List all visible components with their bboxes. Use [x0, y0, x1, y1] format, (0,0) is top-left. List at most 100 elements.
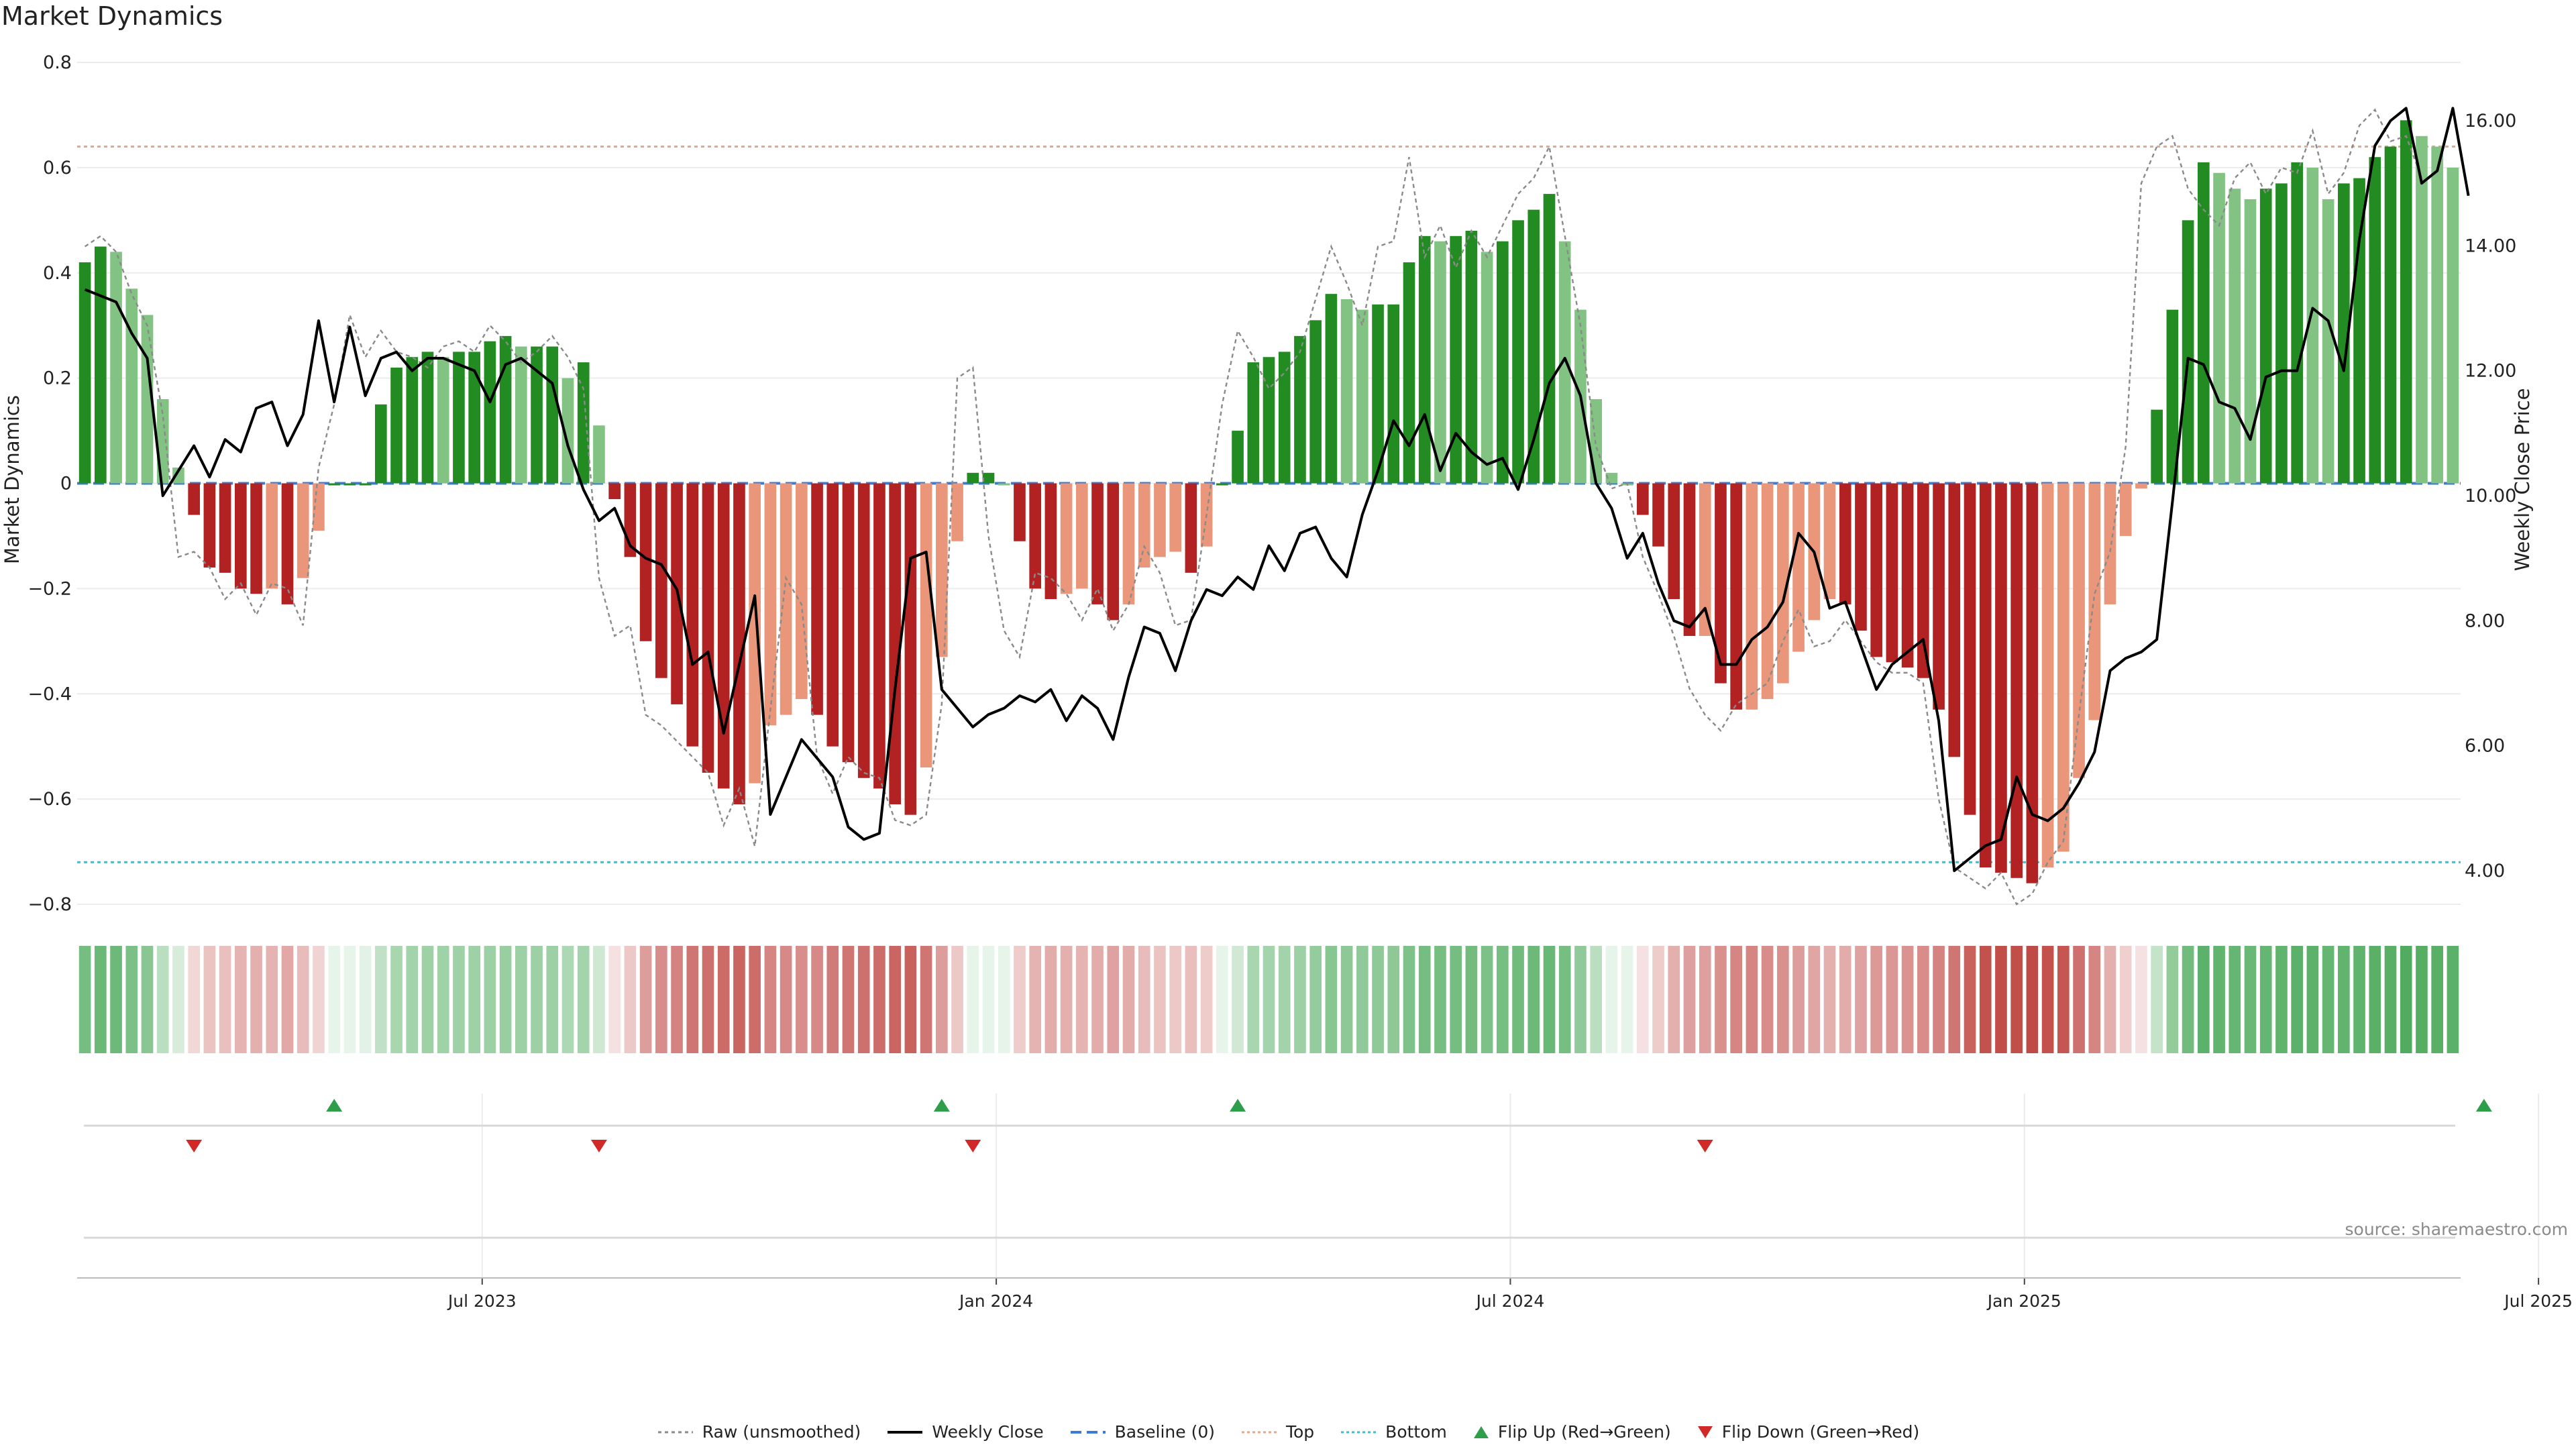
momentum-bar [1558, 241, 1571, 484]
momentum-bar [1091, 483, 1104, 604]
legend-item-weekly-close: Weekly Close [886, 1422, 1044, 1442]
strength-cell [811, 946, 823, 1053]
momentum-bar [749, 483, 761, 784]
momentum-bar [1668, 483, 1680, 600]
momentum-bar [2119, 483, 2132, 536]
strength-cell [1122, 946, 1135, 1053]
strength-cell [95, 946, 107, 1053]
momentum-bar [421, 352, 434, 484]
strength-cell [967, 946, 979, 1053]
y-tick-label: 0 [60, 474, 72, 494]
momentum-bar [110, 252, 122, 484]
strength-cell [1995, 946, 2007, 1053]
momentum-bar [406, 357, 419, 484]
momentum-bar [1543, 194, 1556, 484]
momentum-bar [655, 483, 667, 678]
strength-cell [873, 946, 885, 1053]
momentum-bar [2431, 146, 2443, 484]
strength-cell [188, 946, 200, 1053]
momentum-bar [686, 483, 699, 747]
strength-cell [733, 946, 745, 1053]
momentum-bar [733, 483, 745, 804]
momentum-bar [796, 483, 808, 700]
momentum-bar [951, 483, 963, 541]
flip-up-marker [326, 1099, 343, 1112]
momentum-bar [1637, 483, 1649, 515]
strength-cell [281, 946, 294, 1053]
chart-title: Market Dynamics [1, 1, 223, 31]
momentum-bar [1434, 241, 1446, 484]
strength-cell [468, 946, 480, 1053]
strength-cell [2338, 946, 2350, 1053]
momentum-bar [2338, 183, 2350, 484]
strength-cell [1418, 946, 1431, 1053]
momentum-bar [1497, 241, 1509, 484]
momentum-bar [78, 262, 91, 484]
strength-cell [1870, 946, 1882, 1053]
weekly-close-line [84, 107, 2470, 872]
y-tick-label: −0.2 [28, 578, 72, 599]
strength-cell [1886, 946, 1898, 1053]
legend-item-flip-down: Flip Down (Green→Red) [1697, 1422, 1919, 1442]
strength-cell [1372, 946, 1384, 1053]
strength-cell [1527, 946, 1540, 1053]
x-tick-label: Jul 2025 [2503, 1291, 2573, 1311]
strength-cell [1668, 946, 1680, 1053]
strength-cell [2400, 946, 2412, 1053]
strength-cell [749, 946, 761, 1053]
strength-cell [2041, 946, 2054, 1053]
legend-item-bottom: Bottom [1340, 1422, 1447, 1442]
y-tick-label: 0.4 [43, 263, 72, 284]
momentum-bar [2073, 483, 2085, 778]
momentum-bar [2306, 167, 2319, 484]
momentum-bar [546, 346, 559, 484]
momentum-bar [1683, 483, 1696, 636]
strength-cell [826, 946, 839, 1053]
strength-cell [390, 946, 402, 1053]
strength-cell [546, 946, 559, 1053]
flip-down-marker [186, 1140, 203, 1152]
y-tick-label: −0.6 [28, 789, 72, 810]
momentum-bar [1107, 483, 1120, 621]
momentum-bar [515, 346, 527, 484]
momentum-bar [1294, 335, 1306, 484]
y-tick-label: −0.8 [28, 894, 72, 915]
momentum-bar [235, 483, 247, 589]
strength-cell [1091, 946, 1104, 1053]
momentum-bar [1014, 483, 1026, 541]
momentum-bar [1450, 235, 1462, 484]
strength-cell [531, 946, 543, 1053]
momentum-bar [1886, 483, 1898, 663]
legend-label-flip-up: Flip Up (Red→Green) [1497, 1422, 1671, 1442]
momentum-bar [1792, 483, 1805, 652]
strength-cell [1014, 946, 1026, 1053]
momentum-bar [1855, 483, 1867, 631]
y-tick-label: 0.6 [43, 158, 72, 178]
strength-cell [1232, 946, 1244, 1053]
strength-cell [2229, 946, 2241, 1053]
strength-cell [406, 946, 419, 1053]
legend-label-raw: Raw (unsmoothed) [702, 1422, 861, 1442]
momentum-bar [1605, 472, 1618, 484]
momentum-bar [2400, 120, 2412, 484]
momentum-bar [125, 288, 138, 484]
strength-cell [1450, 946, 1462, 1053]
flip-up-marker [1230, 1099, 1246, 1112]
strength-cell [1574, 946, 1587, 1053]
strength-cell [1558, 946, 1571, 1053]
momentum-bar [1715, 483, 1727, 684]
flip-up-marker [933, 1099, 950, 1112]
momentum-bar [359, 483, 372, 486]
strength-cell [484, 946, 496, 1053]
momentum-bar [1948, 483, 1961, 757]
momentum-bar [1481, 252, 1493, 484]
momentum-bar [904, 483, 917, 815]
momentum-bar [2010, 483, 2023, 878]
legend-label-bottom: Bottom [1385, 1422, 1447, 1442]
strength-cell [2244, 946, 2257, 1053]
strength-cell [437, 946, 449, 1053]
momentum-bar [2384, 146, 2397, 484]
strength-cell [2322, 946, 2334, 1053]
momentum-bar [780, 483, 792, 715]
flip-down-marker [1697, 1140, 1713, 1152]
